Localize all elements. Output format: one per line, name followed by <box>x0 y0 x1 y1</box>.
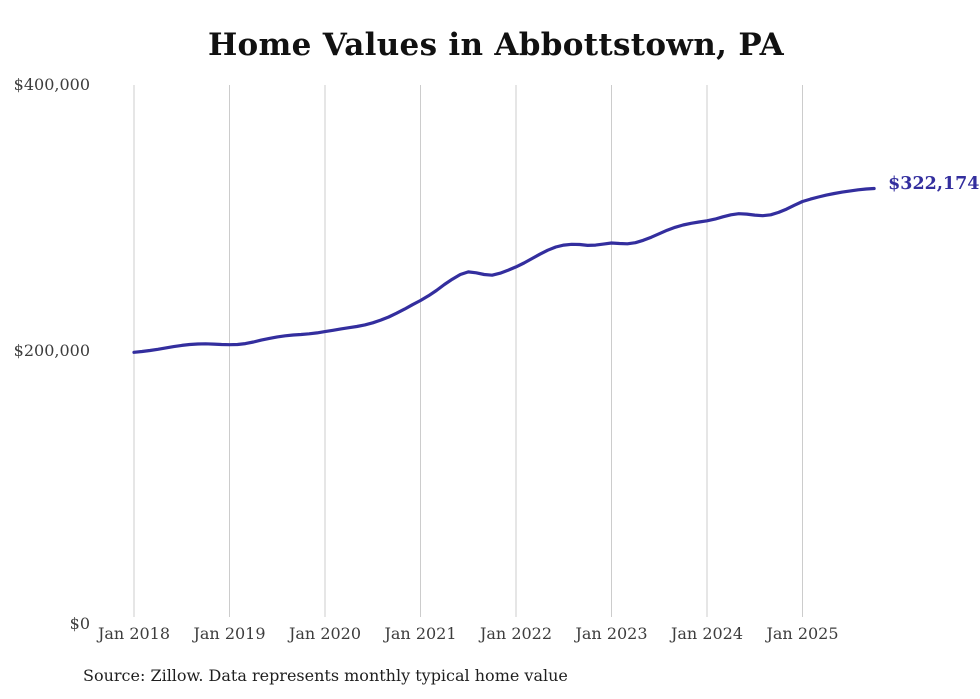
x-axis-tick-2021: Jan 2021 <box>384 624 457 643</box>
x-axis-tick-2019: Jan 2019 <box>193 624 266 643</box>
x-axis-tick-2023: Jan 2023 <box>575 624 648 643</box>
x-axis-tick-2020: Jan 2020 <box>288 624 362 643</box>
source-note: Source: Zillow. Data represents monthly … <box>83 666 568 685</box>
y-axis-tick-0: $0 <box>69 614 90 633</box>
x-axis-tick-2024: Jan 2024 <box>670 624 744 643</box>
home-value-line-series <box>132 186 876 354</box>
y-axis-tick-200k: $200,000 <box>13 341 90 360</box>
latest-value-label: $322,174 <box>888 173 980 194</box>
chart-title: Home Values in Abbottstown, PA <box>207 27 785 63</box>
x-axis-tick-2022: Jan 2022 <box>479 624 553 643</box>
x-axis-tick-2018: Jan 2018 <box>97 624 171 643</box>
y-axis-tick-400k: $400,000 <box>13 75 90 94</box>
x-axis-tick-2025: Jan 2025 <box>766 624 839 643</box>
